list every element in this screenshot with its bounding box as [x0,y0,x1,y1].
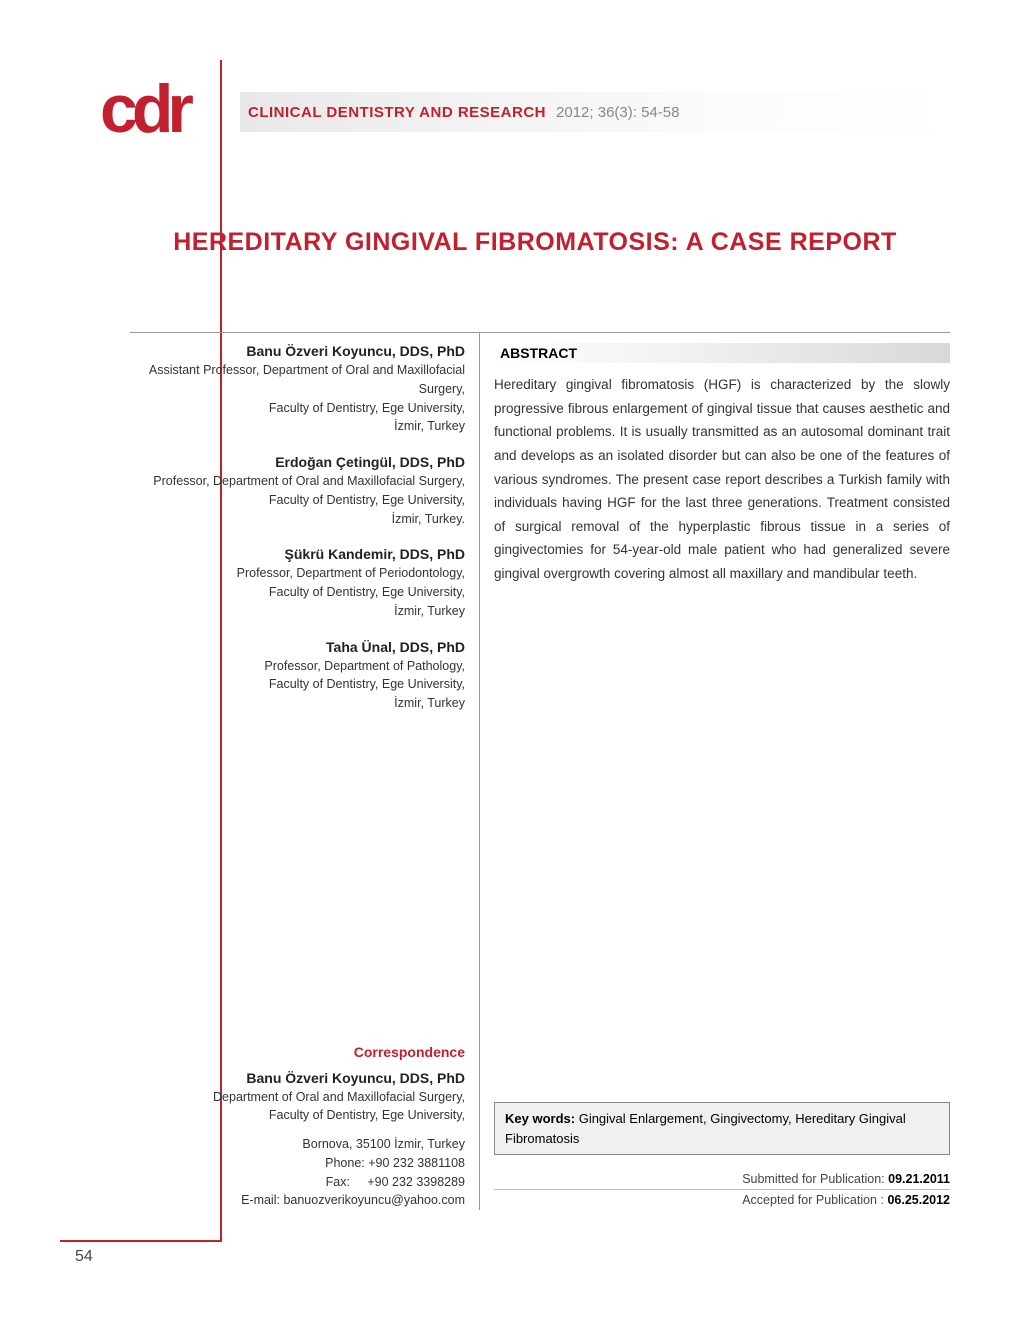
flex-spacer [130,731,465,1044]
correspondence-block: Banu Özveri Koyuncu, DDS, PhD Department… [130,1070,465,1126]
right-column: ABSTRACT Hereditary gingival fibromatosi… [480,333,950,1210]
author-block: Taha Ünal, DDS, PhD Professor, Departmen… [130,639,465,713]
author-block: Banu Özveri Koyuncu, DDS, PhD Assistant … [130,343,465,436]
correspondence-affiliation: Department of Oral and Maxillofacial Sur… [130,1088,465,1126]
journal-name: CLINICAL DENTISTRY AND RESEARCH [248,104,546,121]
article-title: HEREDITARY GINGIVAL FIBROMATOSIS: A CASE… [130,228,940,257]
journal-logo: cdr [100,70,188,148]
author-name: Banu Özveri Koyuncu, DDS, PhD [130,343,465,359]
submitted-label: Submitted for Publication: [742,1172,884,1186]
publication-dates: Submitted for Publication: 09.21.2011 Ac… [494,1169,950,1210]
correspondence-address: Bornova, 35100 İzmir, Turkey [130,1135,465,1154]
correspondence-heading: Correspondence [130,1044,465,1060]
author-affiliation: Professor, Department of Oral and Maxill… [130,472,465,528]
correspondence-email: E-mail: banuozverikoyuncu@yahoo.com [130,1191,465,1210]
fax-label: Fax: [326,1175,350,1189]
correspondence-phone: Phone: +90 232 3881108 [130,1154,465,1173]
author-block: Erdoğan Çetingül, DDS, PhD Professor, De… [130,454,465,528]
author-name: Şükrü Kandemir, DDS, PhD [130,546,465,562]
email-label: E-mail: [241,1193,280,1207]
accepted-date: 06.25.2012 [887,1193,950,1207]
correspondence-fax: Fax: +90 232 3398289 [130,1173,465,1192]
correspondence-contact: Bornova, 35100 İzmir, Turkey Phone: +90 … [130,1135,465,1210]
accepted-label: Accepted for Publication : [742,1193,884,1207]
phone-label: Phone: [325,1156,365,1170]
flex-spacer [494,586,950,1102]
page-number: 54 [75,1248,93,1266]
journal-citation: 2012; 36(3): 54-58 [556,104,679,121]
keywords-box: Key words: Gingival Enlargement, Gingive… [494,1102,950,1155]
left-column: Banu Özveri Koyuncu, DDS, PhD Assistant … [130,333,480,1210]
submitted-row: Submitted for Publication: 09.21.2011 [494,1169,950,1190]
author-affiliation: Professor, Department of Pathology,Facul… [130,657,465,713]
bottom-brand-rule [60,1240,222,1242]
author-block: Şükrü Kandemir, DDS, PhD Professor, Depa… [130,546,465,620]
author-name: Taha Ünal, DDS, PhD [130,639,465,655]
accepted-row: Accepted for Publication : 06.25.2012 [494,1190,950,1210]
author-affiliation: Assistant Professor, Department of Oral … [130,361,465,436]
keywords-label: Key words: [505,1111,575,1126]
author-affiliation: Professor, Department of Periodontology,… [130,564,465,620]
email-value: banuozverikoyuncu@yahoo.com [283,1193,465,1207]
fax-value: +90 232 3398289 [367,1175,465,1189]
two-column-layout: Banu Özveri Koyuncu, DDS, PhD Assistant … [130,332,950,1210]
phone-value: +90 232 3881108 [368,1156,465,1170]
abstract-heading: ABSTRACT [494,343,950,363]
author-name: Erdoğan Çetingül, DDS, PhD [130,454,465,470]
header-bar: CLINICAL DENTISTRY AND RESEARCH 2012; 36… [240,92,960,132]
submitted-date: 09.21.2011 [888,1172,950,1186]
correspondence-name: Banu Özveri Koyuncu, DDS, PhD [130,1070,465,1086]
abstract-text: Hereditary gingival fibromatosis (HGF) i… [494,373,950,586]
